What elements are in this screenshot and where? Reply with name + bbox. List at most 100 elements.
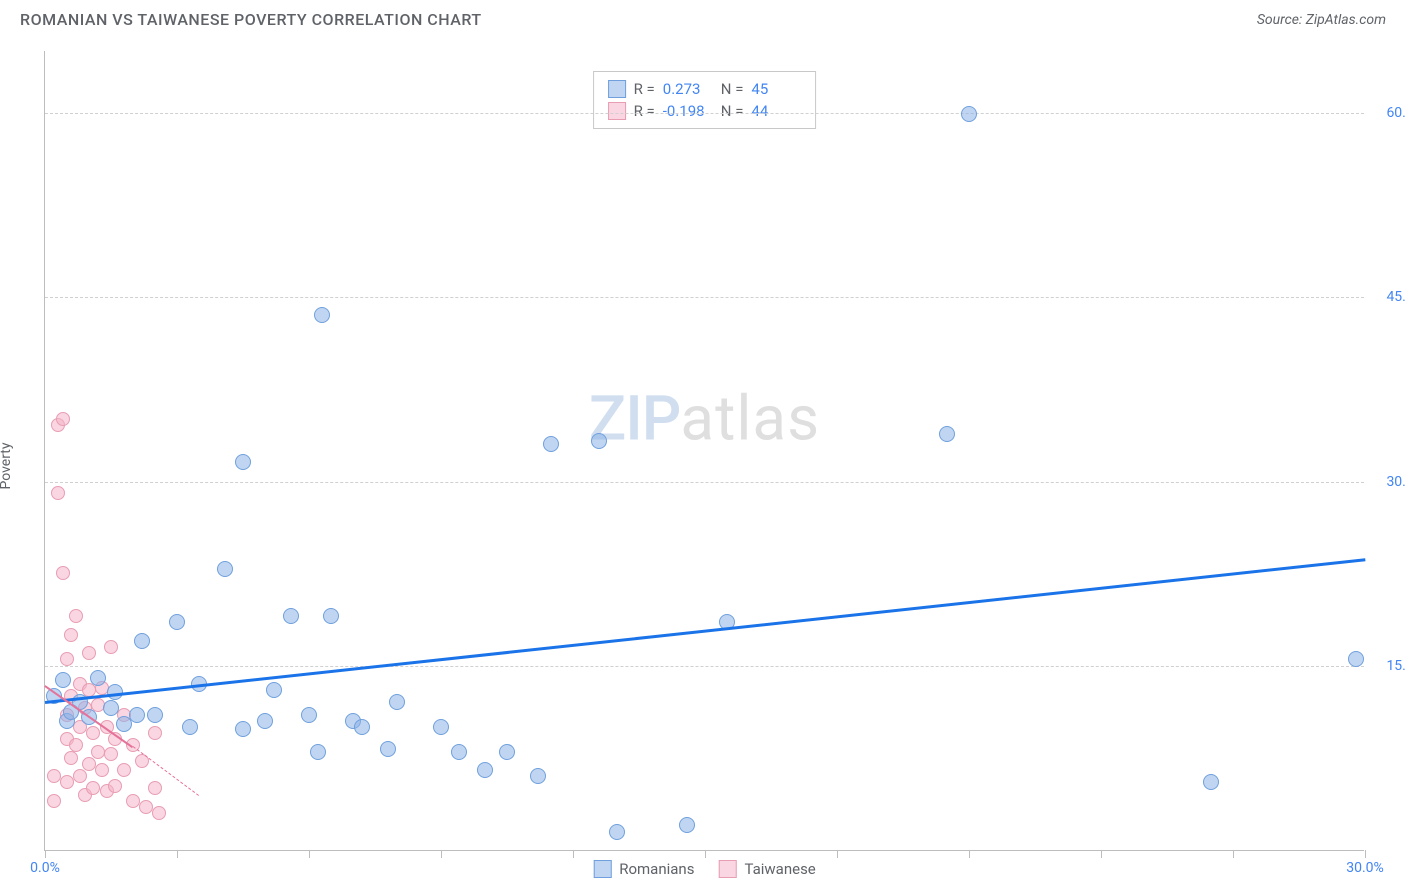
swatch-romanians-2 — [593, 860, 611, 878]
point-romanians — [961, 106, 977, 122]
point-romanians — [314, 307, 330, 323]
y-tick-label: 15.0% — [1369, 658, 1406, 674]
point-romanians — [134, 633, 150, 649]
point-taiwanese — [60, 652, 74, 666]
watermark: ZIPatlas — [589, 382, 820, 455]
y-tick-label: 30.0% — [1369, 474, 1406, 490]
point-romanians — [301, 707, 317, 723]
point-romanians — [380, 741, 396, 757]
point-taiwanese — [117, 763, 131, 777]
point-taiwanese — [148, 781, 162, 795]
point-romanians — [939, 426, 955, 442]
point-romanians — [499, 744, 515, 760]
point-romanians — [433, 719, 449, 735]
x-tick — [45, 850, 46, 858]
point-romanians — [530, 768, 546, 784]
x-tick — [1365, 850, 1366, 858]
point-taiwanese — [51, 486, 65, 500]
point-taiwanese — [64, 751, 78, 765]
watermark-atlas: atlas — [680, 382, 820, 455]
point-romanians — [283, 608, 299, 624]
stat-n-label: N = — [721, 80, 744, 98]
point-taiwanese — [139, 800, 153, 814]
point-taiwanese — [86, 726, 100, 740]
point-romanians — [266, 682, 282, 698]
point-taiwanese — [73, 769, 87, 783]
point-romanians — [169, 614, 185, 630]
chart-header: ROMANIAN VS TAIWANESE POVERTY CORRELATIO… — [0, 0, 1406, 33]
point-taiwanese — [148, 726, 162, 740]
x-tick — [1101, 850, 1102, 858]
x-tick — [573, 850, 574, 858]
stat-n-romanians: 45 — [751, 80, 801, 98]
point-taiwanese — [47, 769, 61, 783]
point-romanians — [310, 744, 326, 760]
chart-title: ROMANIAN VS TAIWANESE POVERTY CORRELATIO… — [20, 10, 482, 29]
point-romanians — [1203, 774, 1219, 790]
stats-row-taiwanese: R = -0.198 N = 44 — [608, 100, 802, 122]
stats-legend-box: R = 0.273 N = 45 R = -0.198 N = 44 — [593, 71, 817, 129]
stat-r-label: R = — [634, 80, 655, 98]
point-romanians — [679, 817, 695, 833]
point-taiwanese — [64, 628, 78, 642]
point-taiwanese — [69, 609, 83, 623]
point-taiwanese — [86, 781, 100, 795]
plot-area: ZIPatlas R = 0.273 N = 45 R = -0.198 N =… — [44, 51, 1364, 851]
point-romanians — [354, 719, 370, 735]
point-romanians — [477, 762, 493, 778]
point-taiwanese — [56, 412, 70, 426]
point-taiwanese — [47, 794, 61, 808]
y-tick-label: 60.0% — [1369, 105, 1406, 121]
point-romanians — [543, 436, 559, 452]
stat-r-romanians: 0.273 — [663, 80, 713, 98]
point-taiwanese — [60, 775, 74, 789]
point-romanians — [235, 454, 251, 470]
point-romanians — [217, 561, 233, 577]
point-taiwanese — [108, 779, 122, 793]
point-taiwanese — [91, 745, 105, 759]
point-romanians — [147, 707, 163, 723]
x-tick — [441, 850, 442, 858]
point-romanians — [90, 670, 106, 686]
swatch-taiwanese-2 — [718, 860, 736, 878]
x-tick — [837, 850, 838, 858]
point-romanians — [235, 721, 251, 737]
point-romanians — [55, 672, 71, 688]
x-tick — [969, 850, 970, 858]
point-romanians — [1348, 651, 1364, 667]
legend-label-taiwanese: Taiwanese — [744, 860, 815, 878]
trendline — [45, 558, 1365, 703]
point-romanians — [591, 433, 607, 449]
point-taiwanese — [126, 794, 140, 808]
point-romanians — [257, 713, 273, 729]
chart-container: Poverty ZIPatlas R = 0.273 N = 45 R = -0… — [0, 33, 1406, 883]
legend-bottom: Romanians Taiwanese — [593, 860, 816, 878]
point-taiwanese — [152, 806, 166, 820]
gridline-h — [45, 297, 1364, 298]
point-romanians — [609, 824, 625, 840]
legend-label-romanians: Romanians — [619, 860, 694, 878]
point-romanians — [389, 694, 405, 710]
legend-item-taiwanese: Taiwanese — [718, 860, 815, 878]
y-tick-label: 45.0% — [1369, 289, 1406, 305]
gridline-h — [45, 482, 1364, 483]
point-taiwanese — [56, 566, 70, 580]
point-romanians — [182, 719, 198, 735]
x-tick — [1233, 850, 1234, 858]
trendline-dash — [133, 746, 200, 796]
x-tick-label: 0.0% — [30, 860, 60, 876]
source-label: Source: ZipAtlas.com — [1257, 12, 1386, 28]
point-taiwanese — [82, 757, 96, 771]
point-romanians — [103, 700, 119, 716]
x-tick — [309, 850, 310, 858]
point-romanians — [451, 744, 467, 760]
swatch-taiwanese — [608, 102, 626, 120]
point-taiwanese — [104, 747, 118, 761]
stat-n-taiwanese: 44 — [751, 102, 801, 120]
stat-r-label-2: R = — [634, 102, 655, 120]
point-taiwanese — [95, 763, 109, 777]
point-romanians — [129, 707, 145, 723]
gridline-h — [45, 666, 1364, 667]
gridline-h — [45, 113, 1364, 114]
point-taiwanese — [104, 640, 118, 654]
